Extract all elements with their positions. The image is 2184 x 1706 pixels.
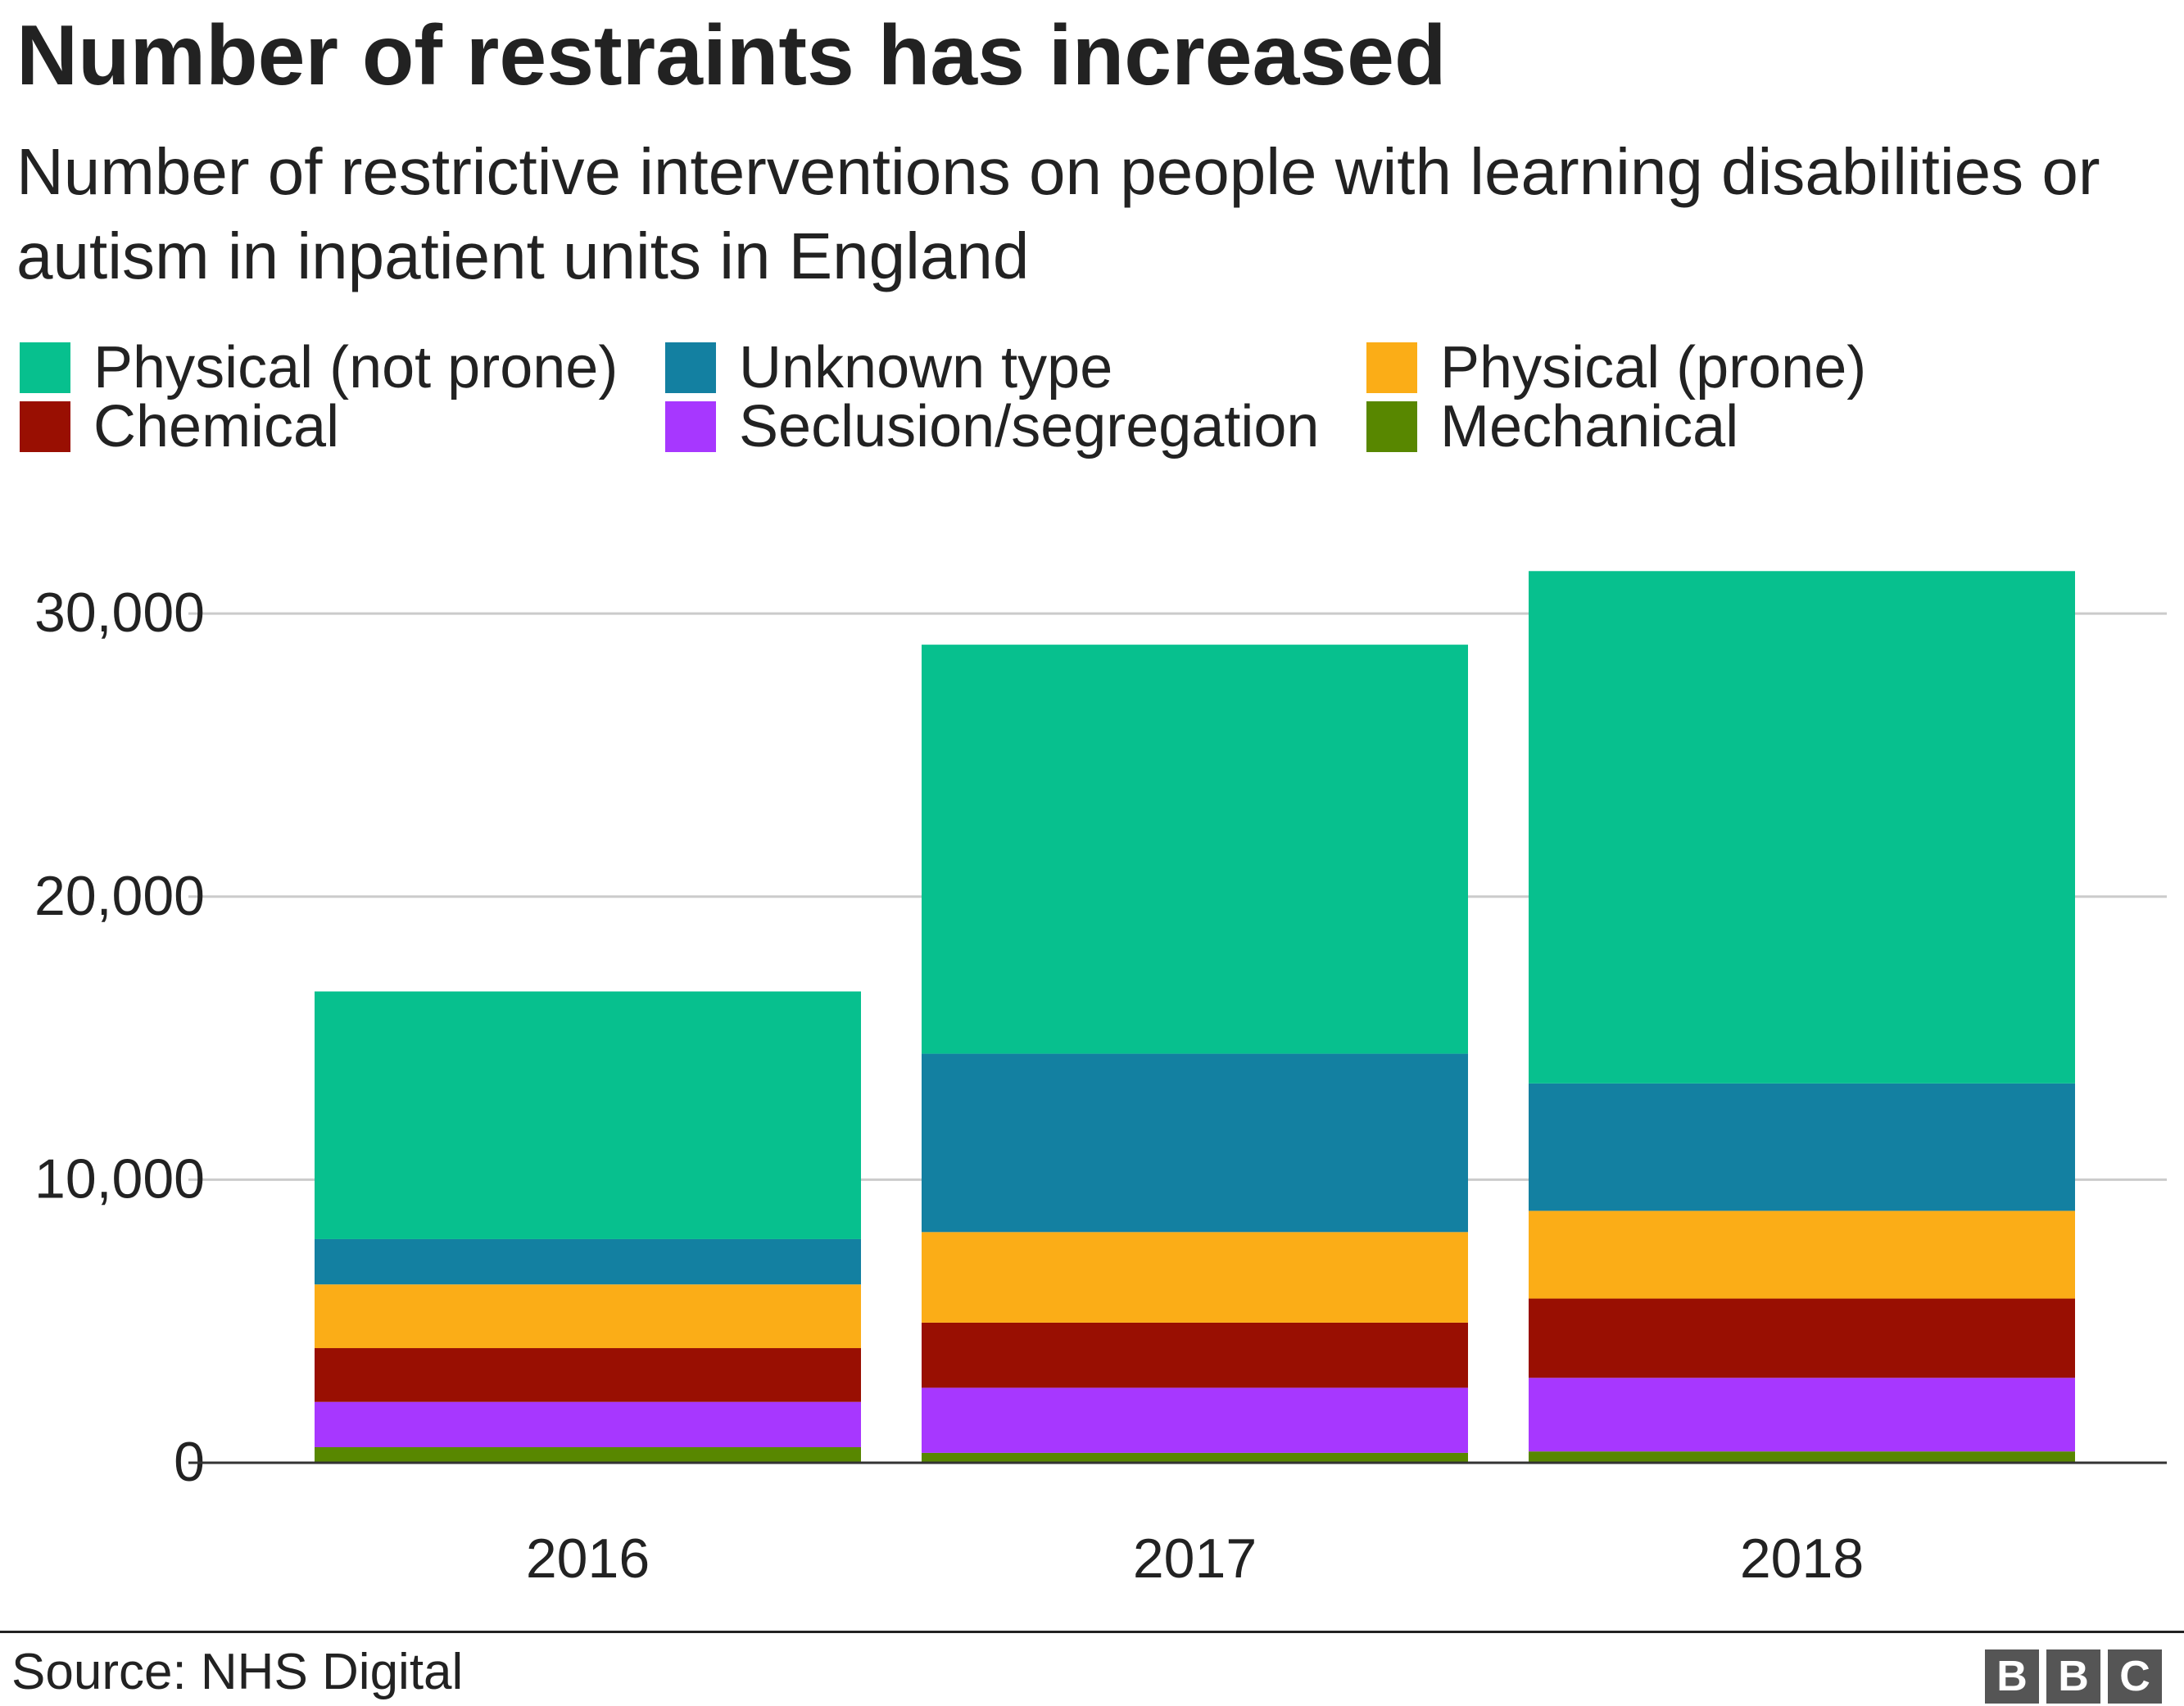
bar-segment-physical-prone- xyxy=(1529,1210,2075,1299)
bbc-logo-letter: B xyxy=(2046,1649,2100,1704)
bar-segment-physical-not-prone- xyxy=(315,991,861,1239)
legend-swatch xyxy=(20,342,70,393)
bar-segment-chemical xyxy=(315,1348,861,1402)
bar-segment-chemical xyxy=(1529,1298,2075,1378)
bar-segment-unknown-type xyxy=(922,1053,1468,1233)
legend-swatch xyxy=(665,342,716,393)
legend-swatch xyxy=(20,401,70,452)
bar-segment-seclusion-segregation xyxy=(1529,1378,2075,1452)
y-tick-label: 20,000 xyxy=(34,865,205,927)
bar-segment-seclusion-segregation xyxy=(315,1401,861,1447)
bbc-logo: B B C xyxy=(1985,1649,2162,1704)
bar-segment-physical-prone- xyxy=(922,1232,1468,1323)
y-tick-label: 10,000 xyxy=(34,1147,205,1210)
bar-segment-unknown-type xyxy=(315,1238,861,1285)
chart-subtitle: Number of restrictive interventions on p… xyxy=(16,135,2100,292)
bar-segment-unknown-type xyxy=(1529,1083,2075,1211)
footer-divider xyxy=(0,1631,2184,1633)
source-note: Source: NHS Digital xyxy=(11,1644,464,1700)
legend-label: Physical (prone) xyxy=(1440,335,1867,400)
y-tick-label: 30,000 xyxy=(34,581,205,644)
bbc-logo-letter: B xyxy=(1985,1649,2039,1704)
legend-swatch xyxy=(1366,342,1417,393)
x-tick-label: 2016 xyxy=(526,1527,650,1590)
legend-label: Physical (not prone) xyxy=(93,335,618,400)
legend-label: Seclusion/segregation xyxy=(739,394,1320,459)
bar-segment-mechanical xyxy=(922,1452,1468,1463)
bar-segment-physical-prone- xyxy=(315,1284,861,1349)
bar-segment-seclusion-segregation xyxy=(922,1387,1468,1453)
chart-title: Number of restraints has increased xyxy=(16,8,1447,103)
legend-label: Mechanical xyxy=(1440,394,1739,459)
legend-label: Unknown type xyxy=(739,335,1113,400)
legend-swatch xyxy=(665,401,716,452)
bar-segment-physical-not-prone- xyxy=(1529,571,2075,1084)
x-tick-label: 2017 xyxy=(1133,1527,1257,1590)
bar-segment-mechanical xyxy=(1529,1451,2075,1463)
bar-segment-mechanical xyxy=(315,1446,861,1463)
bar-segment-physical-not-prone- xyxy=(922,645,1468,1054)
bbc-logo-letter: C xyxy=(2108,1649,2162,1704)
x-tick-label: 2018 xyxy=(1740,1527,1864,1590)
bar-segment-chemical xyxy=(922,1322,1468,1388)
legend-label: Chemical xyxy=(93,394,340,459)
legend-swatch xyxy=(1366,401,1417,452)
